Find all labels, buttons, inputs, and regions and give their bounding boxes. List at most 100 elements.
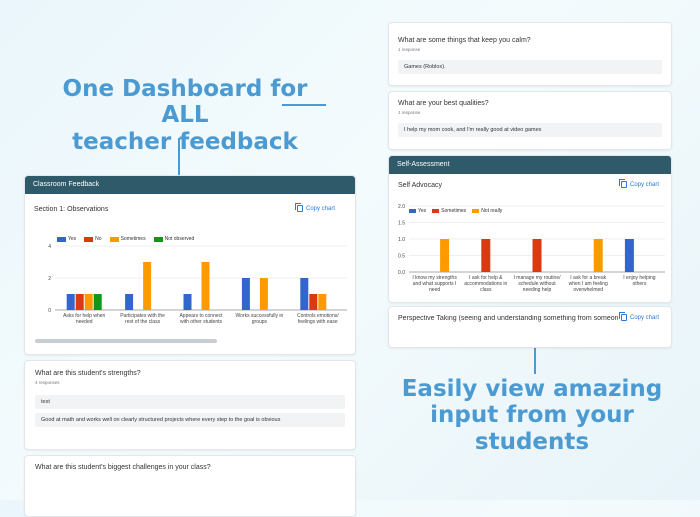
answer-item: test xyxy=(35,395,345,409)
x-tick-label: I ask for help & accommodations in class xyxy=(464,275,507,293)
response-count: 1 response xyxy=(398,47,421,52)
x-tick-label: Participates with the rest of the class xyxy=(120,313,165,325)
x-tick-label: I manage my routine/schedule without need… xyxy=(514,275,562,293)
bar-no xyxy=(75,294,84,310)
observations-chart: 0 2 4 Asks for help when needed Participates … xyxy=(48,244,347,325)
connector-line-left xyxy=(178,138,180,203)
headline-line-2: teacher feedback xyxy=(72,128,298,155)
x-tick-label: Works successfully in groups xyxy=(236,313,284,325)
chart-legend: Yes No Sometimes Not observed xyxy=(57,236,194,242)
legend-swatch xyxy=(472,209,480,213)
x-tick-label: I enjoy helping others xyxy=(623,275,655,287)
legend-sometimes: Sometimes xyxy=(432,208,466,214)
bar-yes xyxy=(624,239,634,272)
question-text: What are your best qualities? xyxy=(398,100,489,107)
legend-swatch xyxy=(109,236,119,242)
subheadline-line-2: input from your students xyxy=(430,402,634,455)
chart-legend: Yes Sometimes Not really xyxy=(409,208,502,214)
copy-chart-button[interactable]: Copy chart xyxy=(295,203,336,212)
challenges-card: What are this student's biggest challeng… xyxy=(24,455,356,517)
answer-item: Games (Roblox). xyxy=(398,60,662,74)
legend-not-really: Not really xyxy=(472,208,502,214)
copy-icon xyxy=(619,179,627,188)
copy-icon xyxy=(619,312,627,321)
legend-label: Yes xyxy=(418,208,427,214)
section-title: Self Advocacy xyxy=(398,182,442,189)
y-tick-label: 0 xyxy=(48,308,51,314)
legend-yes: Yes xyxy=(409,208,426,214)
legend-swatch xyxy=(153,236,163,242)
copy-chart-label: Copy chart xyxy=(306,205,336,212)
question-text: What are this student's biggest challeng… xyxy=(35,464,211,471)
legend-label: Yes xyxy=(68,236,77,242)
question-text: What are this student's strengths? xyxy=(35,370,141,377)
copy-chart-button[interactable]: Copy chart xyxy=(619,312,660,321)
question-text: What are some things that keep you calm? xyxy=(398,37,531,44)
answer-item: Good at math and works well on clearly s… xyxy=(35,413,345,427)
copy-chart-label: Copy chart xyxy=(630,314,660,321)
subheadline-line-1: Easily view amazing xyxy=(401,376,663,402)
bar-sometimes xyxy=(532,239,542,272)
response-count: 1 response xyxy=(398,110,421,115)
bar-sometimes xyxy=(84,294,93,310)
section-title: Perspective Taking (seeing and understan… xyxy=(398,315,618,322)
legend-label: Sometimes xyxy=(441,208,467,214)
y-tick-label: 0.0 xyxy=(398,270,405,276)
headline-underline xyxy=(282,104,326,106)
bar-not-observed xyxy=(93,294,102,310)
card-header: Classroom Feedback xyxy=(25,176,355,194)
headline-line-1: One Dashboard for ALL xyxy=(62,76,308,129)
legend-not-observed: Not observed xyxy=(153,236,195,242)
x-tick-label: I ask for a break when I am feeling overwh… xyxy=(569,275,608,293)
self-advocacy-chart: 0.0 0.5 1.0 1.5 2.0 I know my strengths and wh… xyxy=(398,204,665,293)
card-header: Self-Assessment xyxy=(389,156,671,174)
strengths-card: What are this student's strengths? 4 res… xyxy=(24,360,356,450)
response-count: 4 responses xyxy=(35,380,60,385)
bar-sometimes xyxy=(318,294,327,310)
x-tick-label: Controls emotions/feelings with ease xyxy=(297,313,339,325)
copy-chart-button[interactable]: Copy chart xyxy=(619,179,660,188)
bar-yes xyxy=(125,294,134,310)
best-qualities-card: What are your best qualities? 1 response… xyxy=(388,91,672,150)
legend-label: No xyxy=(95,236,102,242)
section-title: Section 1: Observations xyxy=(34,206,109,213)
x-tick-label: Asks for help when needed xyxy=(63,313,105,325)
y-tick-label: 2.0 xyxy=(398,204,405,210)
copy-chart-label: Copy chart xyxy=(630,181,660,188)
self-assessment-card: Self-Assessment Self Advocacy Copy chart… xyxy=(388,155,672,303)
bar-yes xyxy=(183,294,192,310)
bar-not-really xyxy=(440,239,450,272)
y-tick-label: 1.5 xyxy=(398,220,405,226)
perspective-taking-card: Perspective Taking (seeing and understan… xyxy=(388,306,672,348)
answer-item: I help my mom cook, and I'm really good … xyxy=(398,123,662,137)
calm-question-card: What are some things that keep you calm?… xyxy=(388,22,672,86)
legend-sometimes: Sometimes xyxy=(109,236,146,242)
bar-yes xyxy=(66,294,75,310)
y-tick-label: 1.0 xyxy=(398,237,405,243)
bar-sometimes xyxy=(201,262,210,310)
legend-no: No xyxy=(84,236,102,242)
legend-swatch xyxy=(57,236,66,242)
legend-swatch xyxy=(84,236,94,242)
horizontal-scrollbar[interactable] xyxy=(35,339,217,343)
legend-swatch xyxy=(409,209,416,213)
bar-sometimes xyxy=(143,262,152,310)
legend-yes: Yes xyxy=(57,236,76,242)
legend-label: Not observed xyxy=(164,236,195,242)
bar-sometimes xyxy=(259,278,268,310)
bar-yes xyxy=(241,278,250,310)
bar-no xyxy=(309,294,318,310)
bar-not-really xyxy=(593,239,603,272)
headline: One Dashboard for ALL teacher feedback xyxy=(40,76,330,155)
y-tick-label: 4 xyxy=(48,244,51,250)
x-tick-label: Appears to connect with other students xyxy=(179,313,223,325)
bar-yes xyxy=(300,278,309,310)
classroom-feedback-card: Classroom Feedback Section 1: Observatio… xyxy=(24,175,356,355)
legend-label: Sometimes xyxy=(120,236,146,242)
connector-line-right xyxy=(534,322,536,374)
copy-icon xyxy=(295,203,303,212)
legend-label: Not really xyxy=(481,208,503,214)
bar-sometimes xyxy=(481,239,491,272)
subheadline: Easily view amazing input from your stud… xyxy=(372,376,692,455)
